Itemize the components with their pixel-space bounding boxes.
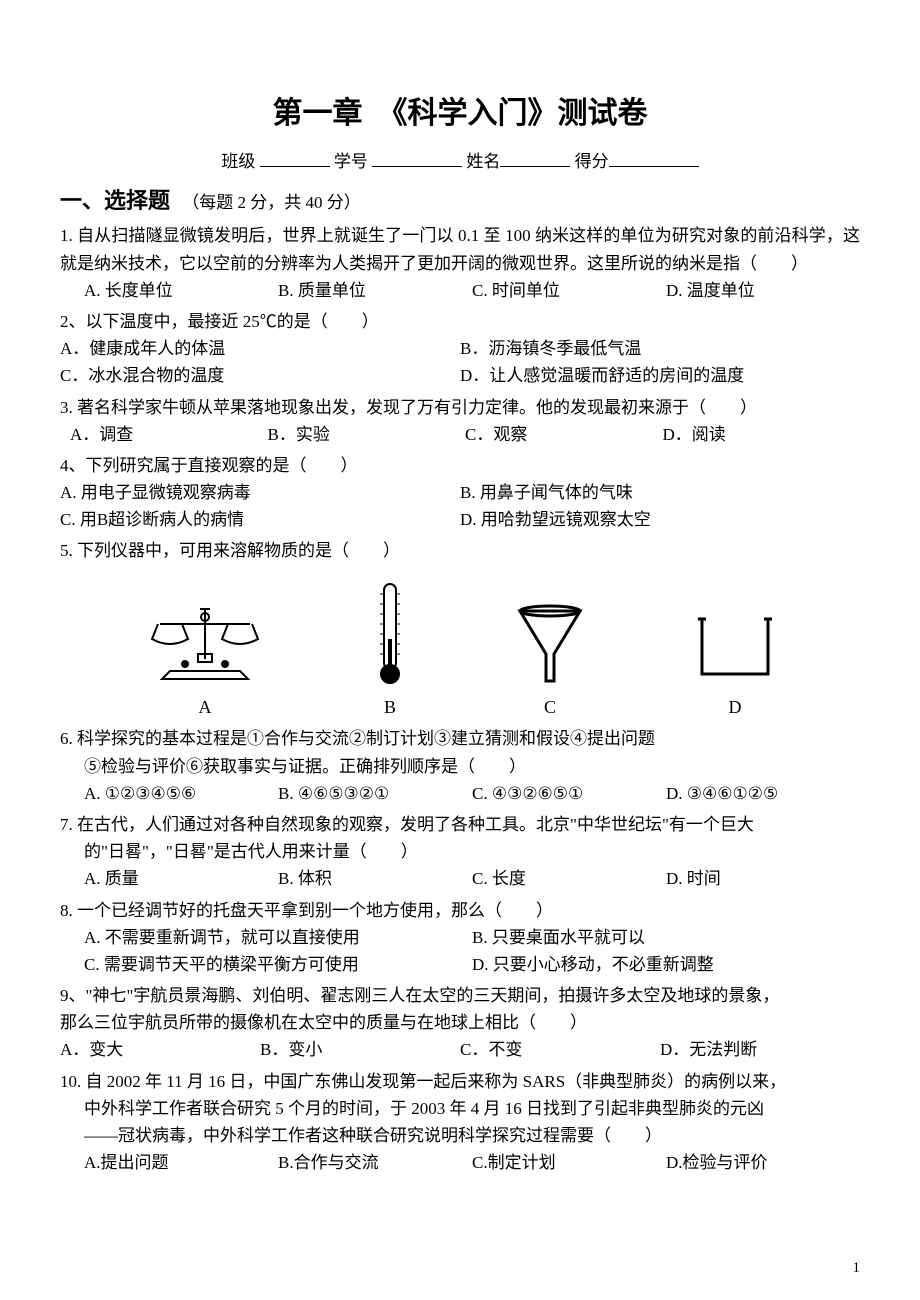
page-number: 1	[853, 1256, 861, 1280]
q5: 5. 下列仪器中，可用来溶解物质的是（ ）	[60, 537, 860, 564]
thermometer-icon	[370, 579, 410, 689]
name-label: 姓名	[466, 152, 500, 171]
q8-opt-a[interactable]: A. 不需要重新调节，就可以直接使用	[84, 924, 472, 951]
q7-line2: 的"日晷"，"日晷"是古代人用来计量（ ）	[84, 838, 860, 865]
q6-opt-d[interactable]: D. ③④⑥①②⑤	[666, 780, 860, 807]
q4-opt-b[interactable]: B. 用鼻子闻气体的气味	[460, 479, 860, 506]
q9-opt-b[interactable]: B．变小	[260, 1036, 460, 1063]
q2-opt-d[interactable]: D．让人感觉温暖而舒适的房间的温度	[460, 362, 860, 389]
q3: 3. 著名科学家牛顿从苹果落地现象出发，发现了万有引力定律。他的发现最初来源于（…	[60, 394, 860, 421]
class-label: 班级	[221, 152, 255, 171]
q9-opt-d[interactable]: D．无法判断	[660, 1036, 860, 1063]
q2-opt-c[interactable]: C．冰水混合物的温度	[60, 362, 460, 389]
q8-opt-b[interactable]: B. 只要桌面水平就可以	[472, 924, 860, 951]
q5-img-b: B	[370, 579, 410, 722]
q10-line2: 中外科学工作者联合研究 5 个月的时间，于 2003 年 4 月 16 日找到了…	[84, 1095, 860, 1122]
q9-line2: 那么三位宇航员所带的摄像机在太空中的质量与在地球上相比（ ）	[60, 1009, 860, 1036]
q10-opt-d[interactable]: D.检验与评价	[666, 1149, 860, 1176]
q10-line3: ——冠状病毒，中外科学工作者这种联合研究说明科学探究过程需要（ ）	[84, 1122, 860, 1149]
q1-opt-b[interactable]: B. 质量单位	[278, 277, 472, 304]
q3-opt-b[interactable]: B．实验	[268, 421, 466, 448]
header-line: 班级 学号 姓名 得分	[60, 148, 860, 175]
q5-label-b: B	[370, 693, 410, 722]
q5-img-d: D	[690, 609, 780, 722]
q8-opt-c[interactable]: C. 需要调节天平的横梁平衡方可使用	[84, 951, 472, 978]
q6-opt-a[interactable]: A. ①②③④⑤⑥	[84, 780, 278, 807]
q7-opt-a[interactable]: A. 质量	[84, 865, 278, 892]
q10-opt-b[interactable]: B.合作与交流	[278, 1149, 472, 1176]
q5-label-d: D	[690, 693, 780, 722]
q7-line1: 7. 在古代，人们通过对各种自然现象的观察，发明了各种工具。北京"中华世纪坛"有…	[60, 811, 860, 838]
balance-scale-icon	[140, 599, 270, 689]
q8: 8. 一个已经调节好的托盘天平拿到别一个地方使用，那么（ ）	[60, 897, 860, 924]
q7-opt-c[interactable]: C. 长度	[472, 865, 666, 892]
q3-opt-d[interactable]: D．阅读	[663, 421, 861, 448]
q5-label-a: A	[140, 693, 270, 722]
q10-opt-c[interactable]: C.制定计划	[472, 1149, 666, 1176]
q6-line1: 6. 科学探究的基本过程是①合作与交流②制订计划③建立猜测和假设④提出问题	[60, 725, 860, 752]
q6-opt-b[interactable]: B. ④⑥⑤③②①	[278, 780, 472, 807]
section-1-title: 一、选择题	[60, 188, 170, 213]
q5-label-c: C	[510, 693, 590, 722]
score-blank[interactable]	[609, 150, 699, 167]
q6-opt-c[interactable]: C. ④③②⑥⑤①	[472, 780, 666, 807]
score-label: 得分	[575, 152, 609, 171]
q1-opt-d[interactable]: D. 温度单位	[666, 277, 860, 304]
q10-opt-a[interactable]: A.提出问题	[84, 1149, 278, 1176]
q8-opt-d[interactable]: D. 只要小心移动，不必重新调整	[472, 951, 860, 978]
q9-opt-c[interactable]: C．不变	[460, 1036, 660, 1063]
q4-opt-a[interactable]: A. 用电子显微镜观察病毒	[60, 479, 460, 506]
q3-opt-c[interactable]: C．观察	[465, 421, 663, 448]
q4-opt-c[interactable]: C. 用B超诊断病人的病情	[60, 506, 460, 533]
q10-line1: 10. 自 2002 年 11 月 16 日，中国广东佛山发现第一起后来称为 S…	[60, 1068, 860, 1095]
q5-img-a: A	[140, 599, 270, 722]
q7-opt-b[interactable]: B. 体积	[278, 865, 472, 892]
section-1-sub: （每题 2 分，共 40 分）	[182, 193, 361, 212]
q2: 2、以下温度中，最接近 25℃的是（ ）	[60, 308, 860, 335]
q1-opt-c[interactable]: C. 时间单位	[472, 277, 666, 304]
q7-opt-d[interactable]: D. 时间	[666, 865, 860, 892]
num-blank[interactable]	[372, 150, 462, 167]
q2-opt-b[interactable]: B．沥海镇冬季最低气温	[460, 335, 860, 362]
num-label: 学号	[334, 152, 368, 171]
q9-opt-a[interactable]: A．变大	[60, 1036, 260, 1063]
q3-opt-a[interactable]: A．调查	[70, 421, 268, 448]
q1: 1. 自从扫描隧显微镜发明后，世界上就诞生了一门以 0.1 至 100 纳米这样…	[60, 222, 860, 276]
q5-images: A B	[90, 579, 830, 722]
q5-img-c: C	[510, 599, 590, 722]
name-blank[interactable]	[500, 150, 570, 167]
section-1-header: 一、选择题 （每题 2 分，共 40 分）	[60, 183, 860, 218]
q4-opt-d[interactable]: D. 用哈勃望远镜观察太空	[460, 506, 860, 533]
q2-opt-a[interactable]: A．健康成年人的体温	[60, 335, 460, 362]
q9-line1: 9、"神七"宇航员景海鹏、刘伯明、翟志刚三人在太空的三天期间，拍摄许多太空及地球…	[60, 982, 860, 1009]
page-title: 第一章 《科学入门》测试卷	[60, 90, 860, 138]
class-blank[interactable]	[260, 150, 330, 167]
q6-line2: ⑤检验与评价⑥获取事实与证据。正确排列顺序是（ ）	[84, 753, 860, 780]
q4: 4、下列研究属于直接观察的是（ ）	[60, 452, 860, 479]
funnel-icon	[510, 599, 590, 689]
beaker-icon	[690, 609, 780, 689]
q1-opt-a[interactable]: A. 长度单位	[84, 277, 278, 304]
